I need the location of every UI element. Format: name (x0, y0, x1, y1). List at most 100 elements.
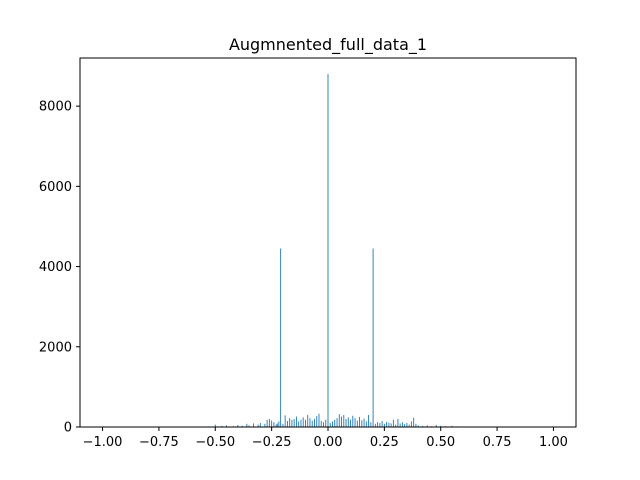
histogram-bar (282, 423, 284, 427)
histogram-bar (370, 422, 372, 427)
histogram-bar (316, 416, 318, 427)
chart-title: Augmnented_full_data_1 (229, 35, 427, 55)
histogram-bar (280, 248, 282, 427)
histogram-bar (451, 425, 453, 427)
histogram-bar (329, 422, 331, 427)
histogram-bar (372, 248, 374, 427)
histogram-bar (311, 420, 313, 427)
histogram-bar (392, 419, 394, 427)
histogram-bar (275, 424, 277, 427)
histogram-bar (356, 420, 358, 427)
histogram-bar (417, 425, 419, 427)
histogram-bar (413, 417, 415, 427)
histogram-bar (253, 423, 255, 427)
histogram-bar (379, 422, 381, 427)
histogram-bar (338, 414, 340, 427)
histogram-bar (273, 422, 275, 427)
histogram-bar (327, 74, 329, 427)
histogram-bar (298, 421, 300, 427)
histogram-bar (383, 423, 385, 427)
histogram-bar (343, 414, 345, 427)
histogram-bar (257, 424, 259, 427)
x-tick-label: −0.50 (195, 435, 235, 450)
histogram-bar (377, 422, 379, 427)
histogram-bar (341, 416, 342, 427)
histogram-bar (410, 421, 412, 427)
histogram-bar (278, 421, 280, 427)
histogram-bar (259, 422, 261, 427)
histogram-bar (359, 416, 361, 427)
y-axis: 0 2000 4000 6000 8000 (39, 100, 80, 436)
histogram-bar (345, 418, 347, 427)
histogram-bar (408, 424, 410, 427)
histogram-bar (309, 418, 311, 427)
histogram-bar (365, 421, 367, 427)
histogram-bar (399, 423, 401, 427)
histogram-bar (284, 415, 286, 427)
histogram-bar (318, 413, 320, 427)
histogram-bar (323, 422, 324, 427)
histogram-bar (305, 419, 306, 427)
y-tick-label: 6000 (39, 180, 72, 195)
x-tick-label: 0.50 (426, 435, 455, 450)
histogram-bar (300, 419, 302, 427)
x-tick-label: 0.75 (483, 435, 512, 450)
x-tick-label: 1.00 (539, 435, 568, 450)
bar-series (214, 74, 457, 427)
histogram-bar (291, 419, 293, 427)
histogram-bar (271, 420, 273, 427)
histogram-bar (354, 418, 356, 427)
x-tick-label: −0.75 (139, 435, 179, 450)
y-tick-label: 8000 (39, 100, 72, 115)
histogram-bar (237, 424, 239, 427)
histogram-bar (415, 423, 417, 427)
histogram-bar (295, 416, 297, 427)
histogram-bar (352, 415, 354, 427)
histogram-bar (336, 418, 338, 427)
x-tick-label: 0.25 (370, 435, 399, 450)
histogram-bar (388, 422, 390, 427)
histogram-bar (401, 422, 403, 427)
y-tick-label: 2000 (39, 340, 72, 355)
histogram-bar (248, 425, 250, 427)
histogram-bar (325, 419, 327, 427)
histogram-bar (390, 423, 392, 427)
histogram-bar (246, 423, 248, 427)
histogram-bar (314, 418, 315, 427)
histogram-bar (221, 425, 223, 427)
histogram-bar (386, 421, 388, 427)
histogram-bar (381, 420, 383, 427)
histogram-bar (395, 424, 397, 427)
histogram-bar (426, 425, 428, 427)
histogram-bar (226, 425, 227, 427)
histogram-bar (302, 417, 304, 427)
histogram-bar (374, 423, 376, 427)
histogram-bar (368, 414, 370, 427)
histogram-bar (214, 424, 216, 427)
x-tick-label: −0.25 (252, 435, 292, 450)
histogram-bar (397, 418, 399, 427)
histogram-bar (361, 420, 363, 427)
histogram-bar (268, 418, 270, 427)
x-axis: −1.00 −0.75 −0.50 −0.25 0.00 0.25 0.50 0.75 1.00 (83, 427, 568, 450)
histogram-bar (350, 419, 351, 427)
histogram-bar (264, 423, 266, 427)
histogram-bar (266, 419, 268, 427)
x-tick-label: −1.00 (83, 435, 123, 450)
histogram-bar (406, 422, 408, 427)
histogram-bar (404, 424, 406, 427)
histogram-bar (363, 418, 365, 427)
histogram-bar (286, 420, 288, 427)
histogram-bar (422, 425, 424, 427)
histogram-bar (307, 414, 309, 427)
histogram-bar (334, 419, 336, 427)
histogram-bar (289, 418, 291, 427)
histogram-bar (440, 425, 442, 427)
histogram-bar (332, 421, 333, 427)
x-tick-label: 0.00 (314, 435, 343, 450)
histogram-bar (320, 420, 322, 427)
histogram-bar (276, 423, 278, 427)
histogram-bar (435, 424, 437, 427)
